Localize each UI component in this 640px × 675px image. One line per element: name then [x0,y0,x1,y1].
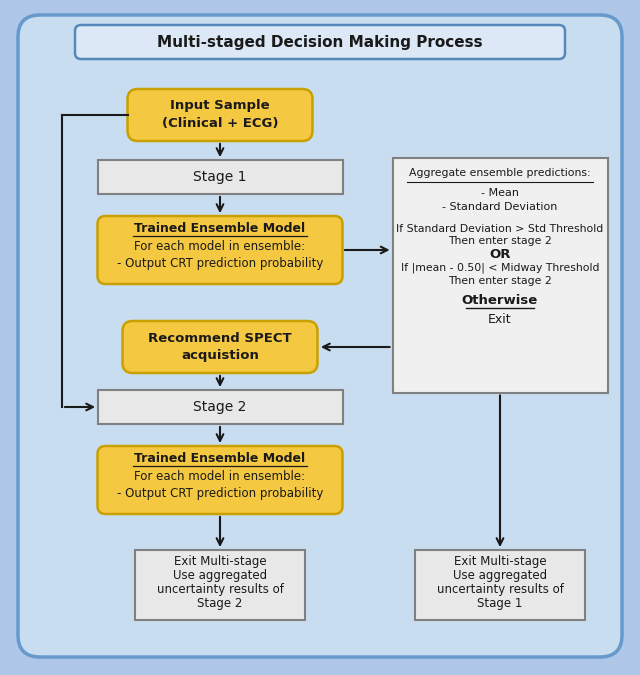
Text: Exit: Exit [488,313,512,326]
FancyBboxPatch shape [75,25,565,59]
Text: Multi-staged Decision Making Process: Multi-staged Decision Making Process [157,34,483,49]
Text: Trained Ensemble Model: Trained Ensemble Model [134,223,305,236]
Text: Then enter stage 2: Then enter stage 2 [448,236,552,246]
Text: If Standard Deviation > Std Threshold: If Standard Deviation > Std Threshold [396,223,604,234]
Text: Exit Multi-stage: Exit Multi-stage [173,554,266,568]
Text: - Mean: - Mean [481,188,519,198]
Text: OR: OR [489,248,511,261]
FancyBboxPatch shape [127,89,312,141]
Text: Otherwise: Otherwise [462,294,538,307]
FancyBboxPatch shape [18,15,622,657]
Text: Then enter stage 2: Then enter stage 2 [448,275,552,286]
Text: (Clinical + ECG): (Clinical + ECG) [162,117,278,130]
Text: - Standard Deviation: - Standard Deviation [442,202,557,213]
Text: Stage 2: Stage 2 [193,400,246,414]
FancyBboxPatch shape [97,160,342,194]
FancyBboxPatch shape [392,157,607,392]
Text: Use aggregated: Use aggregated [453,568,547,581]
FancyBboxPatch shape [97,390,342,424]
Text: acquistion: acquistion [181,350,259,362]
FancyBboxPatch shape [122,321,317,373]
Text: Stage 1: Stage 1 [477,597,523,610]
Text: Recommend SPECT: Recommend SPECT [148,331,292,344]
Text: Aggregate ensemble predictions:: Aggregate ensemble predictions: [409,169,591,178]
Text: Trained Ensemble Model: Trained Ensemble Model [134,452,305,466]
FancyBboxPatch shape [415,550,585,620]
Text: - Output CRT prediction probability: - Output CRT prediction probability [117,256,323,269]
Text: Use aggregated: Use aggregated [173,568,267,581]
Text: uncertainty results of: uncertainty results of [157,583,284,595]
Text: Stage 1: Stage 1 [193,170,247,184]
FancyBboxPatch shape [97,216,342,284]
FancyBboxPatch shape [97,446,342,514]
FancyBboxPatch shape [135,550,305,620]
Text: For each model in ensemble:: For each model in ensemble: [134,470,305,483]
Text: If |mean - 0.50| < Midway Threshold: If |mean - 0.50| < Midway Threshold [401,263,599,273]
Text: Input Sample: Input Sample [170,99,270,113]
Text: uncertainty results of: uncertainty results of [436,583,563,595]
Text: For each model in ensemble:: For each model in ensemble: [134,240,305,254]
Text: Exit Multi-stage: Exit Multi-stage [454,554,547,568]
Text: Stage 2: Stage 2 [197,597,243,610]
Text: - Output CRT prediction probability: - Output CRT prediction probability [117,487,323,499]
